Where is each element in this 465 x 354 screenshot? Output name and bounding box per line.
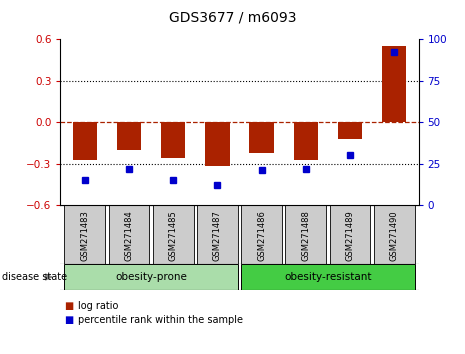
Bar xyxy=(374,205,414,264)
Bar xyxy=(197,205,238,264)
Bar xyxy=(338,122,362,139)
Bar xyxy=(330,205,370,264)
Text: obesity-resistant: obesity-resistant xyxy=(284,272,372,282)
Bar xyxy=(241,264,414,290)
Text: GSM271485: GSM271485 xyxy=(169,210,178,261)
Text: GSM271487: GSM271487 xyxy=(213,210,222,261)
Bar xyxy=(286,205,326,264)
Text: GSM271483: GSM271483 xyxy=(80,210,89,261)
Bar xyxy=(382,46,406,122)
Bar xyxy=(117,122,141,150)
Bar xyxy=(205,122,230,166)
Text: GSM271484: GSM271484 xyxy=(125,210,133,261)
Text: disease state: disease state xyxy=(2,272,67,282)
Text: obesity-prone: obesity-prone xyxy=(115,272,187,282)
Bar xyxy=(241,205,282,264)
Bar xyxy=(153,205,193,264)
Bar xyxy=(73,122,97,160)
Text: GSM271490: GSM271490 xyxy=(390,210,399,261)
Text: percentile rank within the sample: percentile rank within the sample xyxy=(78,315,243,325)
Bar xyxy=(293,122,318,160)
Text: ■: ■ xyxy=(65,301,78,311)
Bar xyxy=(65,205,105,264)
Bar xyxy=(109,205,149,264)
Text: log ratio: log ratio xyxy=(78,301,119,311)
Text: GSM271488: GSM271488 xyxy=(301,210,310,261)
Text: GSM271486: GSM271486 xyxy=(257,210,266,261)
Text: ■: ■ xyxy=(65,315,78,325)
Bar xyxy=(249,122,274,153)
Bar xyxy=(65,264,238,290)
Text: GSM271489: GSM271489 xyxy=(345,210,354,261)
Bar xyxy=(161,122,186,158)
Text: GDS3677 / m6093: GDS3677 / m6093 xyxy=(169,11,296,25)
